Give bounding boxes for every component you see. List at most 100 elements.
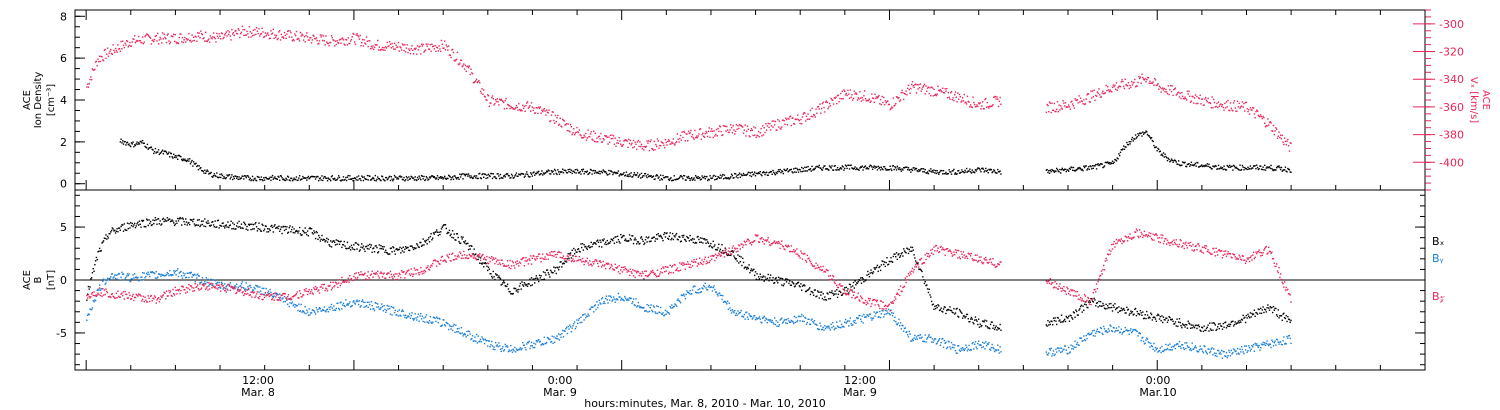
data-point-Bₓ — [911, 246, 914, 249]
data-point-Bᵧ — [323, 306, 326, 308]
data-point-right — [989, 105, 992, 108]
data-point-right — [1087, 93, 1089, 95]
data-point-right — [1240, 105, 1243, 107]
data-point-Bₓ — [348, 247, 350, 250]
data-point-Bₓ — [1075, 310, 1078, 313]
data-point-left — [1100, 163, 1103, 165]
data-point-right — [1273, 133, 1275, 136]
data-point-left — [1053, 171, 1056, 173]
data-point-left — [466, 173, 468, 175]
data-point-right — [735, 124, 738, 126]
data-point-Bₓ — [463, 240, 465, 243]
data-point-left — [599, 173, 601, 175]
data-point-Bₓ — [248, 224, 251, 226]
data-point-left — [326, 177, 328, 180]
data-point-Bᵧ — [161, 274, 164, 276]
data-point-right — [962, 100, 965, 102]
data-point-Bₓ — [692, 241, 695, 244]
data-point-Bᵧ — [298, 303, 300, 305]
data-point-Bₓ — [448, 229, 451, 232]
data-point-Bᵧ — [338, 309, 341, 311]
data-point-Bᵧ — [344, 305, 346, 308]
data-point-left — [509, 177, 511, 179]
data-point-Bᵧ — [330, 303, 333, 306]
data-point-right — [673, 143, 675, 145]
data-point-Bₓ — [977, 323, 979, 326]
top-right-tick-label-3: -360 — [1439, 101, 1464, 114]
data-point-left — [569, 168, 571, 171]
data-point-Bₓ — [877, 270, 879, 273]
data-point-Bᵧ — [122, 273, 125, 275]
data-point-Bₓ — [228, 224, 231, 227]
data-point-right — [674, 144, 676, 146]
data-point-right — [1122, 85, 1125, 88]
data-point-left — [149, 147, 151, 149]
data-point-left — [726, 177, 728, 180]
data-point-Bₓ — [412, 246, 414, 249]
data-point-left — [812, 168, 815, 170]
data-point-Bᵧ — [228, 284, 231, 286]
data-point-left — [565, 170, 567, 172]
data-point-left — [324, 176, 326, 178]
data-point-Bₓ — [1231, 320, 1233, 323]
data-point-Bₓ — [1164, 319, 1166, 321]
data-point-right — [863, 95, 865, 97]
data-point-left — [1248, 167, 1251, 170]
data-point-right — [738, 127, 740, 130]
data-point-right — [490, 96, 493, 99]
data-point-right — [159, 36, 161, 39]
data-point-left — [984, 170, 986, 172]
data-point-left — [1264, 164, 1266, 167]
data-point-Bₓ — [286, 232, 289, 234]
data-point-right — [143, 41, 145, 43]
data-point-Bₓ — [1069, 314, 1071, 317]
data-point-Bₓ — [321, 234, 323, 237]
data-point-Bₓ — [424, 240, 426, 242]
data-point-right — [938, 89, 940, 92]
data-point-left — [322, 179, 324, 182]
data-point-left — [1127, 143, 1130, 146]
data-point-Bₓ — [1137, 313, 1139, 315]
data-point-Bₓ — [587, 245, 589, 248]
data-point-left — [946, 173, 948, 175]
data-point-left — [430, 175, 432, 178]
data-point-Bₓ — [378, 244, 381, 246]
data-point-Bₓ — [848, 283, 851, 286]
data-point-Bₓ — [1169, 318, 1172, 321]
data-point-left — [824, 168, 827, 170]
data-point-left — [1048, 172, 1051, 174]
data-point-left — [1156, 150, 1158, 152]
data-point-left — [826, 168, 828, 170]
data-point-Bₓ — [239, 226, 241, 228]
data-point-right — [291, 40, 294, 42]
data-point-right — [1201, 98, 1204, 100]
top-right-tick-label-1: -320 — [1439, 46, 1464, 59]
data-point-left — [1214, 164, 1217, 167]
data-point-right — [355, 34, 357, 36]
data-point-left — [927, 172, 930, 175]
data-point-left — [618, 175, 620, 177]
data-point-Bₓ — [109, 232, 111, 235]
data-point-left — [433, 175, 436, 178]
data-point-right — [675, 142, 677, 144]
data-point-Bᵧ — [332, 309, 334, 312]
data-point-left — [908, 169, 910, 171]
data-point-Bₓ — [713, 245, 715, 248]
data-point-left — [1069, 168, 1071, 170]
data-point-right — [1270, 122, 1272, 124]
data-point-right — [945, 90, 947, 92]
data-point-Bₓ — [101, 242, 103, 244]
data-point-right — [282, 37, 285, 39]
data-point-Bₓ — [239, 227, 242, 229]
data-point-Bᵧ — [300, 303, 302, 306]
data-point-left — [1064, 168, 1067, 171]
data-point-Bᵧ — [178, 272, 181, 274]
data-point-left — [523, 176, 526, 178]
data-point-right — [1197, 97, 1200, 99]
data-point-right — [1165, 88, 1167, 91]
data-point-right — [363, 39, 365, 41]
data-point-Bₓ — [471, 245, 473, 247]
data-point-left — [317, 176, 319, 178]
data-point-Bₓ — [323, 238, 326, 241]
data-point-Bᵧ — [432, 321, 434, 323]
